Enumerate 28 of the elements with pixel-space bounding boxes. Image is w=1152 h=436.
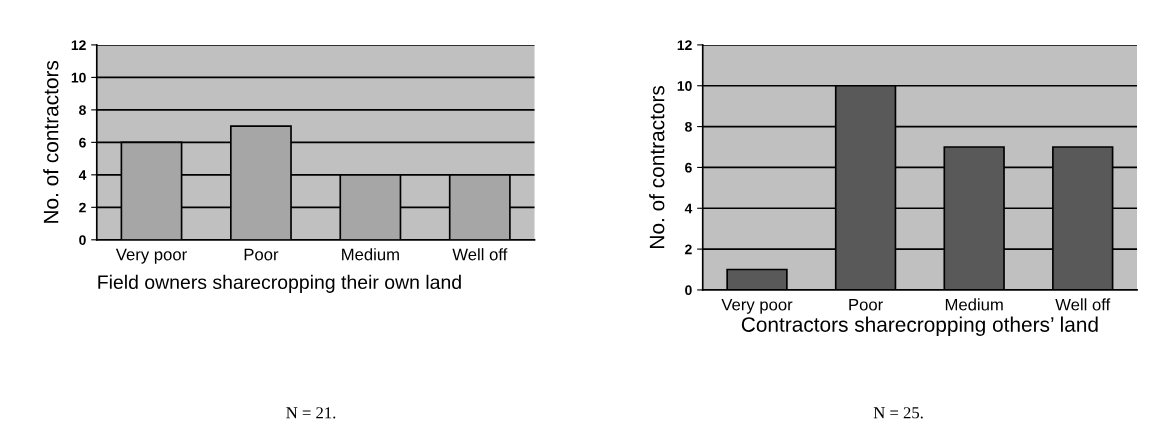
- x-tick-label: Medium: [342, 248, 399, 261]
- x-tick-label: Medium: [945, 298, 1003, 311]
- y-tick-label: 10: [71, 72, 86, 83]
- y-tick-label: 8: [79, 105, 86, 116]
- y-tick-label: 12: [71, 40, 86, 50]
- x-axis-title: Contractors sharecropping others’ land: [741, 316, 1098, 337]
- x-tick-label: Very poor: [721, 298, 793, 314]
- y-tick-label: 10: [677, 81, 692, 91]
- y-axis-title: No. of contractors: [649, 85, 665, 248]
- y-tick-label: 4: [78, 170, 87, 180]
- y-tick-label: 0: [79, 235, 86, 245]
- text: N = 21.: [286, 407, 336, 419]
- y-axis-title: No. of contractors: [43, 60, 59, 223]
- y-tick-label: 12: [677, 40, 692, 50]
- y-tick-label: 6: [685, 162, 692, 173]
- x-tick-label: Poor: [244, 248, 279, 261]
- y-tick-label: 8: [685, 121, 692, 132]
- y-tick-label: 6: [79, 137, 86, 148]
- x-tick-label: Very poor: [115, 248, 187, 264]
- x-tick-label: Well off: [1055, 298, 1111, 311]
- x-axis-title: Field owners sharecropping their own land: [98, 274, 461, 293]
- y-tick-label: 4: [684, 203, 693, 214]
- x-tick-label: Poor: [849, 298, 883, 311]
- x-tick-label: Well off: [452, 248, 508, 261]
- y-tick-label: 2: [685, 244, 692, 255]
- y-tick-label: 0: [685, 285, 692, 296]
- text: N = 25.: [873, 407, 923, 419]
- y-tick-label: 2: [79, 202, 86, 213]
